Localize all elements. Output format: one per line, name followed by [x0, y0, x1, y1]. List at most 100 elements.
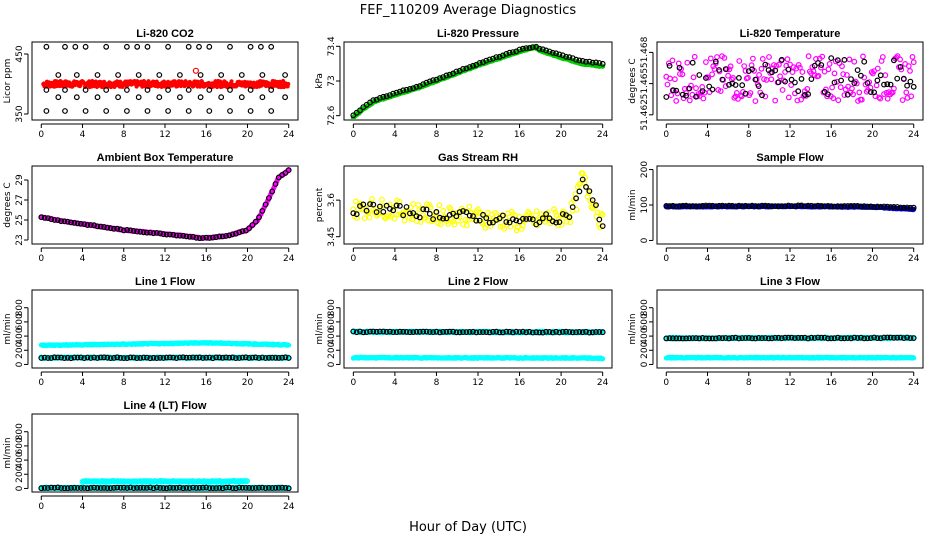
data-point-stds [910, 204, 917, 211]
data-point-stds_black [440, 329, 447, 335]
data-point-stds_black [124, 355, 130, 362]
data-point-stds [82, 108, 89, 114]
y-tick-label: 400 [640, 327, 650, 344]
x-tick-label: 8 [746, 130, 752, 140]
data-point-stds [227, 108, 233, 114]
data-point-stds [503, 219, 510, 225]
data-point-air [354, 215, 361, 222]
x-tick-label: 4 [392, 378, 398, 388]
data-point-air [909, 54, 916, 60]
data-point-stds [453, 68, 460, 75]
data-point-stds [62, 108, 68, 114]
data-point-stds [867, 203, 874, 210]
data-point-air [876, 94, 882, 101]
data-point-air [416, 206, 423, 213]
data-point-stds [135, 94, 142, 101]
data-point-stds [689, 59, 696, 66]
figure-title: FEF_110209 Average Diagnostics [360, 3, 577, 18]
y-tick-label: 51.462 [640, 99, 650, 131]
data-point-stds [48, 216, 55, 223]
data-point-stds_black [58, 354, 64, 361]
data-point-stds_black [71, 354, 78, 361]
data-point-air [456, 214, 463, 221]
data-point-stds [808, 76, 815, 82]
data-point-stds_black [170, 354, 177, 361]
data-point-stds_black [466, 329, 473, 335]
data-point-stds_black [670, 335, 676, 342]
data-point-air [480, 220, 486, 227]
data-point-stds [516, 46, 523, 53]
data-point-stds [463, 65, 470, 72]
data-point-stds_black [811, 335, 818, 341]
data-point-stds [219, 233, 226, 240]
data-point-stds [884, 81, 891, 88]
y-axis-title: ml/min [315, 313, 325, 344]
data-point-stds_black [539, 329, 546, 336]
data-point-stds [546, 48, 553, 55]
x-tick-label: 4 [80, 378, 86, 388]
data-point-stds [752, 203, 759, 209]
data-point-stds_black [841, 335, 848, 342]
data-point-outlier [192, 67, 199, 74]
data-point-stds [115, 94, 121, 101]
data-point-air [693, 85, 699, 92]
y-axis-title: ml/min [628, 189, 638, 220]
data-point-stds [808, 202, 815, 209]
data-point-stds [218, 72, 225, 78]
data-point-stds [206, 108, 213, 114]
data-point-stds [706, 83, 713, 90]
data-point-stds [420, 206, 427, 213]
data-point-stds [393, 89, 400, 96]
data-point-stds [259, 94, 266, 101]
y-tick-label: 51.465 [640, 68, 650, 100]
data-point-stds [579, 58, 586, 64]
data-point-stds_black [523, 329, 530, 336]
data-point-stds [762, 202, 769, 209]
data-point-air [871, 68, 877, 74]
data-point-stds [663, 94, 670, 100]
data-point-stds_black [864, 335, 871, 342]
data-point-stds_black [426, 329, 433, 335]
data-point-air [772, 97, 779, 104]
data-point-stds [563, 53, 569, 60]
data-point-stds_black [516, 329, 523, 335]
data-point-stds [818, 202, 825, 209]
data-point-stds_black [196, 354, 203, 361]
data-point-stds [185, 43, 192, 50]
data-point-stds [549, 49, 556, 56]
data-point-air [577, 180, 584, 187]
data-point-stds_black [41, 354, 48, 361]
data-point-stds_black [775, 334, 782, 341]
y-tick-label: 800 [640, 299, 650, 316]
data-point-stds [144, 43, 151, 50]
data-point-stds_black [569, 329, 576, 336]
data-point-stds [73, 72, 80, 78]
data-point-stds [58, 218, 64, 225]
data-point-stds [470, 213, 476, 220]
y-tick-label: 3.45 [327, 227, 337, 247]
data-point-stds_black [64, 354, 71, 361]
data-point-stds [413, 213, 420, 220]
x-tick-label: 20 [242, 502, 254, 512]
data-point-stds [272, 181, 279, 187]
x-tick-label: 8 [121, 378, 127, 388]
data-point-stds_black [370, 328, 377, 335]
data-point-stds [795, 88, 802, 95]
x-tick-label: 20 [555, 378, 567, 388]
x-tick-label: 12 [784, 130, 795, 140]
data-point-stds [848, 202, 854, 209]
x-tick-label: 0 [350, 130, 356, 140]
data-point-stds [759, 202, 765, 209]
data-point-stds_black [894, 334, 901, 341]
data-point-stds_black [150, 354, 157, 361]
data-point-stds [755, 203, 762, 210]
data-point-stds_black [51, 354, 58, 361]
data-point-stds [663, 202, 670, 209]
data-point-air [717, 88, 724, 94]
data-point-air [727, 63, 734, 70]
data-point-stds [144, 108, 151, 114]
data-point-stds [792, 79, 798, 86]
data-point-stds [732, 82, 739, 88]
x-tick-label: 12 [472, 130, 483, 140]
